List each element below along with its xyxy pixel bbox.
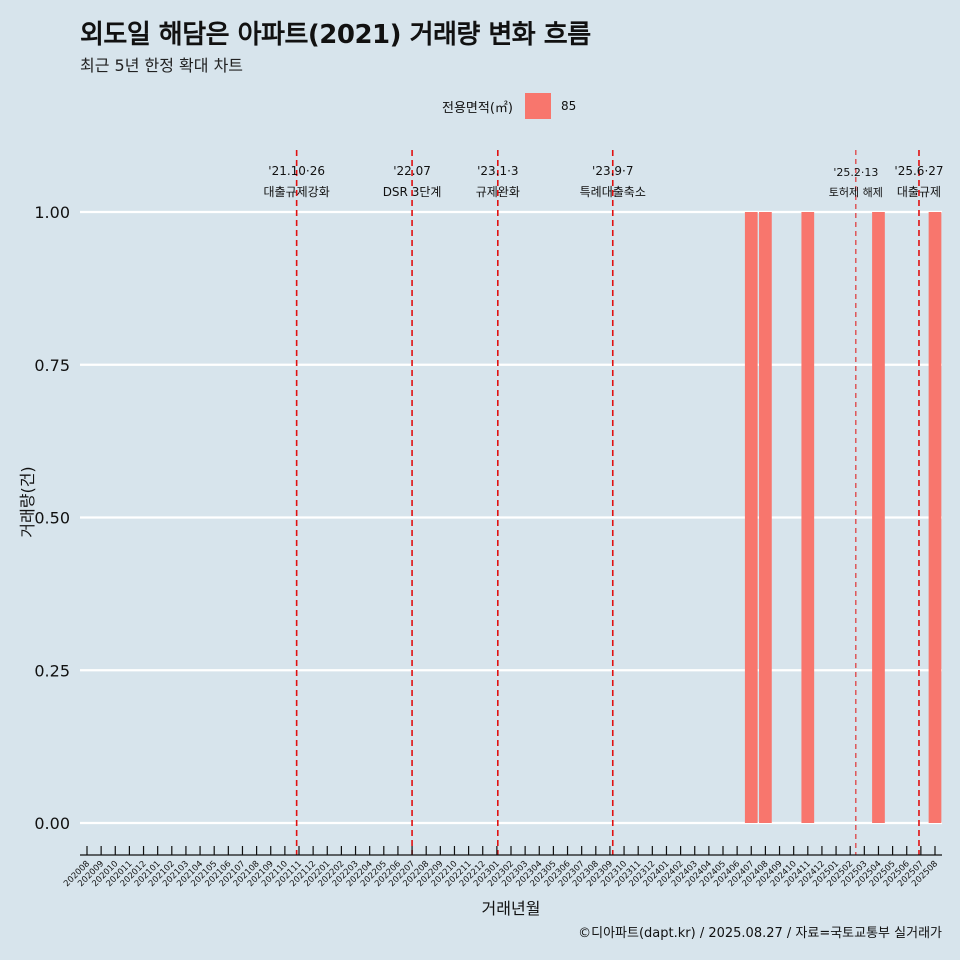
annotation-event-label: 규제완화	[476, 185, 520, 199]
x-axis-title: 거래년월	[482, 899, 541, 918]
bar	[744, 212, 758, 823]
y-tick-label: 0.25	[34, 661, 70, 680]
chart-subtitle: 최근 5년 한정 확대 차트	[80, 56, 244, 75]
y-tick-label: 0.00	[34, 814, 70, 833]
legend: 전용면적(㎡) 85	[442, 93, 576, 119]
annotation-date-label: '25.6·27	[894, 164, 943, 178]
annotation-date-label: '23.1·3	[477, 164, 518, 178]
annotation-date-label: '23.9·7	[592, 164, 633, 178]
chart-title: 외도일 해담은 아파트(2021) 거래량 변화 흐름	[80, 20, 591, 50]
annotation-event-label: 대출규제강화	[264, 185, 330, 199]
bar	[928, 212, 942, 823]
bar	[872, 212, 885, 823]
annotation-event-label: 대출규제	[897, 185, 941, 199]
annotation-event-label: 토허제 해제	[829, 185, 883, 199]
annotation-event-label: DSR 3단계	[383, 185, 442, 199]
source-caption: ©디아파트(dapt.kr) / 2025.08.27 / 자료=국토교통부 실…	[578, 926, 942, 941]
legend-title: 전용면적(㎡)	[442, 100, 513, 116]
y-tick-label: 0.75	[34, 356, 70, 375]
bar	[801, 212, 815, 823]
annotation-date-label: '21.10·26	[268, 164, 325, 178]
annotation-date-label: '22.07	[393, 164, 431, 178]
y-axis-title: 거래량(건)	[18, 466, 37, 537]
bar	[759, 212, 772, 823]
annotation-date-label: '25.2·13	[833, 166, 878, 179]
legend-swatch	[524, 93, 551, 119]
annotation-event-label: 특례대출축소	[580, 185, 646, 199]
y-tick-label: 1.00	[34, 203, 70, 222]
y-tick-label: 0.50	[34, 509, 70, 528]
legend-item-label: 85	[560, 99, 577, 113]
